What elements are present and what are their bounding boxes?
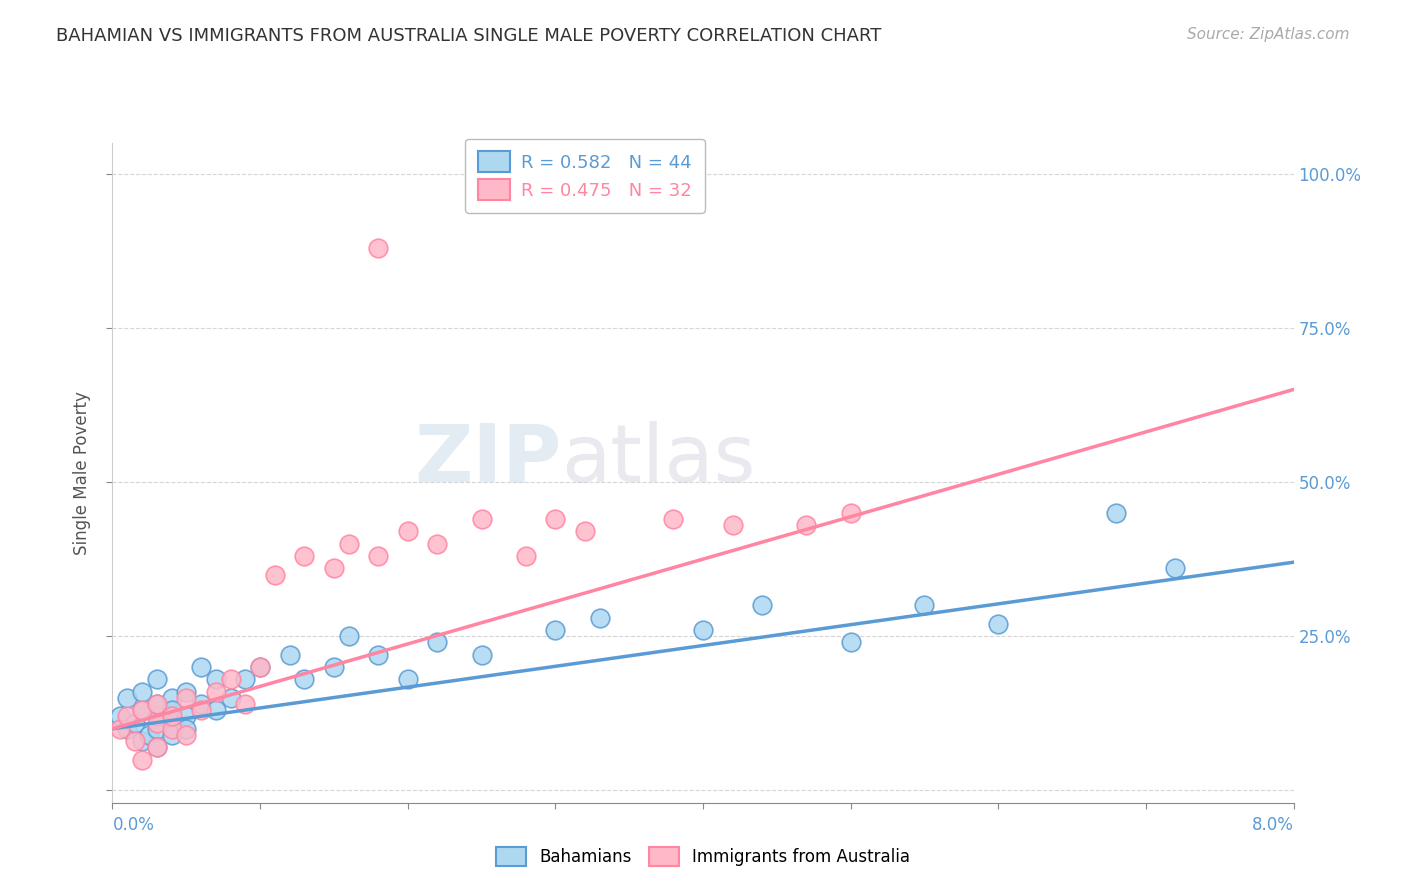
Point [146, 709, 169, 723]
Point [233, 673, 256, 687]
Point [337, 537, 360, 551]
Point [914, 599, 936, 613]
Point [174, 709, 197, 723]
Point [544, 512, 567, 526]
Point [190, 660, 212, 674]
Point [146, 697, 169, 711]
Text: ZIP: ZIP [413, 420, 561, 499]
Point [662, 512, 685, 526]
Point [174, 690, 197, 705]
Point [396, 524, 419, 539]
Point [323, 561, 346, 575]
Point [367, 549, 389, 563]
Point [249, 660, 271, 674]
Point [190, 703, 212, 717]
Point [117, 690, 138, 705]
Point [471, 512, 494, 526]
Point [124, 734, 146, 748]
Point [131, 685, 153, 699]
Point [160, 709, 183, 723]
Point [987, 616, 1010, 631]
Point [124, 715, 146, 730]
Point [426, 537, 449, 551]
Point [544, 623, 567, 637]
Point [367, 648, 389, 662]
Point [323, 660, 346, 674]
Point [219, 690, 242, 705]
Point [426, 635, 449, 649]
Point [146, 697, 169, 711]
Point [131, 703, 153, 717]
Point [131, 753, 153, 767]
Point [839, 506, 862, 520]
Point [146, 673, 169, 687]
Point [146, 715, 169, 730]
Point [367, 241, 389, 255]
Point [205, 673, 228, 687]
Point [588, 611, 610, 625]
Point [249, 660, 271, 674]
Point [160, 715, 183, 730]
Point [174, 728, 197, 742]
Y-axis label: Single Male Poverty: Single Male Poverty [73, 391, 91, 555]
Point [1105, 506, 1128, 520]
Point [117, 722, 138, 736]
Point [1164, 561, 1187, 575]
Point [574, 524, 596, 539]
Point [146, 722, 169, 736]
Point [117, 709, 138, 723]
Point [233, 697, 256, 711]
Point [146, 740, 169, 755]
Text: BAHAMIAN VS IMMIGRANTS FROM AUSTRALIA SINGLE MALE POVERTY CORRELATION CHART: BAHAMIAN VS IMMIGRANTS FROM AUSTRALIA SI… [56, 27, 882, 45]
Point [515, 549, 537, 563]
Point [160, 728, 183, 742]
Point [108, 709, 131, 723]
Legend: R = 0.582   N = 44, R = 0.475   N = 32: R = 0.582 N = 44, R = 0.475 N = 32 [465, 138, 704, 213]
Text: atlas: atlas [561, 420, 755, 499]
Point [278, 648, 301, 662]
Point [160, 703, 183, 717]
Point [396, 673, 419, 687]
Point [174, 685, 197, 699]
Point [108, 722, 131, 736]
Point [264, 567, 287, 582]
Point [721, 518, 744, 533]
Point [131, 734, 153, 748]
Point [205, 703, 228, 717]
Point [796, 518, 818, 533]
Point [292, 549, 315, 563]
Point [337, 629, 360, 643]
Point [471, 648, 494, 662]
Point [205, 685, 228, 699]
Point [692, 623, 714, 637]
Text: Source: ZipAtlas.com: Source: ZipAtlas.com [1187, 27, 1350, 42]
Point [146, 740, 169, 755]
Point [160, 722, 183, 736]
Point [839, 635, 862, 649]
Text: 0.0%: 0.0% [112, 816, 155, 834]
Point [219, 673, 242, 687]
Point [292, 673, 315, 687]
Legend: Bahamians, Immigrants from Australia: Bahamians, Immigrants from Australia [488, 838, 918, 875]
Point [160, 690, 183, 705]
Text: 8.0%: 8.0% [1251, 816, 1294, 834]
Point [751, 599, 773, 613]
Point [131, 703, 153, 717]
Point [190, 697, 212, 711]
Point [174, 722, 197, 736]
Point [138, 728, 160, 742]
